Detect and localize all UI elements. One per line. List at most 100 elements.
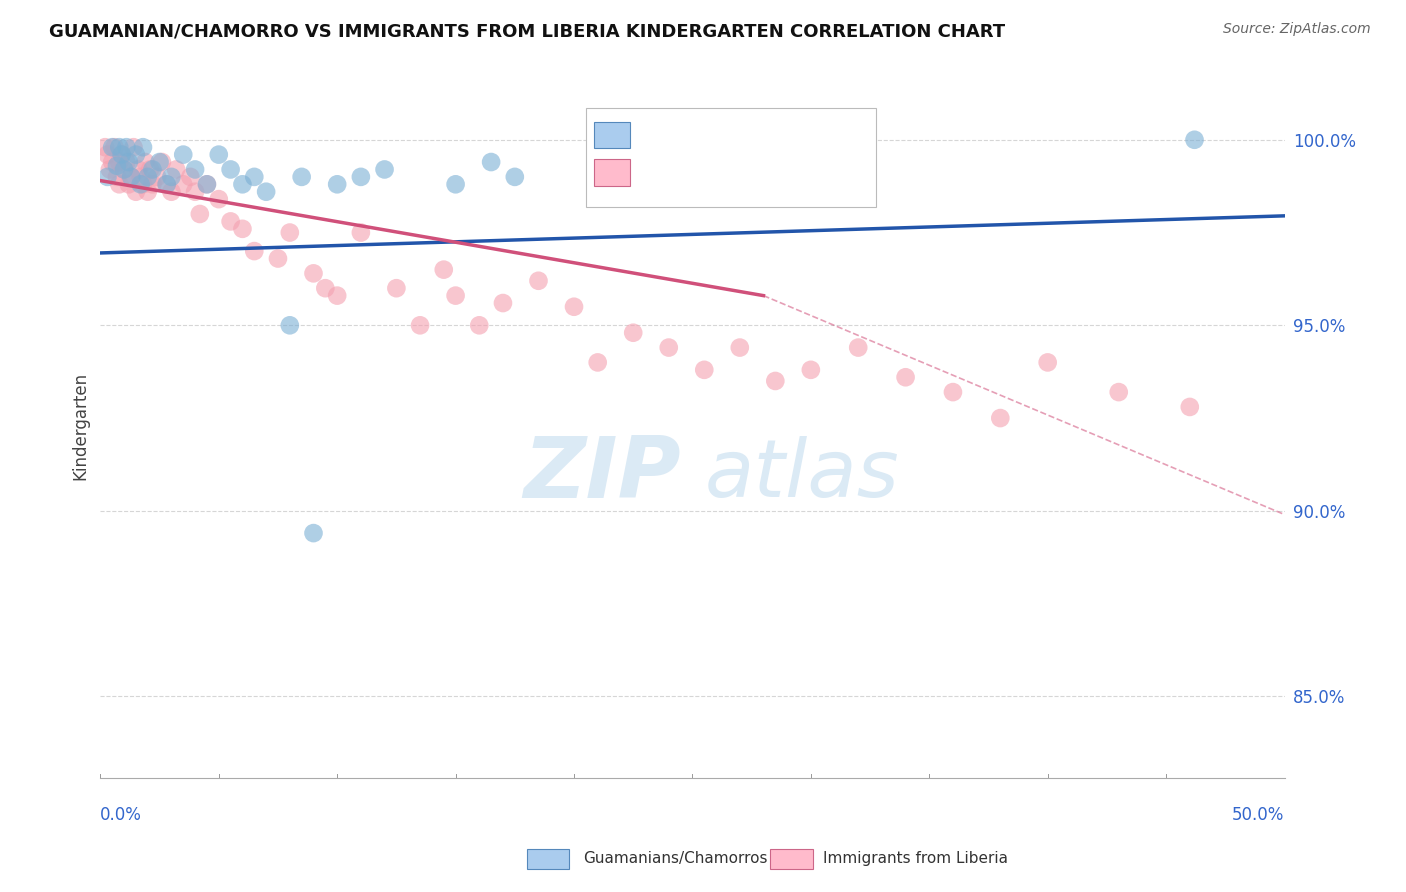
Point [444, 178, 467, 192]
Point [120, 169, 142, 184]
Point [800, 363, 823, 377]
Point [108, 140, 131, 154]
Text: 0.0%: 0.0% [100, 806, 142, 824]
Point [621, 178, 644, 192]
Point [824, 169, 846, 184]
Point [122, 140, 145, 154]
Point [96, 169, 118, 184]
Point [101, 140, 124, 154]
Point [1108, 385, 1130, 400]
Point [302, 266, 325, 280]
Point [433, 262, 456, 277]
Point [156, 178, 179, 192]
Point [1036, 355, 1059, 369]
Point [621, 326, 644, 340]
Point [125, 185, 148, 199]
Point [243, 244, 266, 258]
Point [1178, 400, 1201, 414]
Point [115, 140, 138, 154]
Point [120, 169, 142, 184]
Point [156, 178, 179, 192]
Point [195, 178, 218, 192]
Point [942, 385, 965, 400]
Point [172, 147, 194, 161]
Point [141, 178, 163, 192]
Point [148, 155, 170, 169]
Text: ZIP: ZIP [523, 434, 681, 516]
Point [132, 178, 155, 192]
Point [134, 155, 156, 169]
Point [314, 281, 336, 295]
Text: Source: ZipAtlas.com: Source: ZipAtlas.com [1223, 22, 1371, 37]
Point [94, 140, 117, 154]
Point [179, 169, 201, 184]
Point [728, 341, 751, 355]
Point [96, 147, 118, 161]
Text: atlas: atlas [704, 436, 898, 514]
Point [846, 341, 869, 355]
Point [129, 178, 152, 192]
Point [108, 178, 131, 192]
Point [278, 318, 301, 333]
Point [326, 288, 349, 302]
Point [586, 355, 609, 369]
Point [302, 526, 325, 541]
Point [108, 155, 131, 169]
Point [105, 159, 128, 173]
Text: R = -0.365   N = 64: R = -0.365 N = 64 [640, 163, 801, 181]
Point [894, 370, 917, 384]
Point [165, 162, 187, 177]
Point [278, 226, 301, 240]
Point [115, 155, 138, 169]
FancyBboxPatch shape [595, 121, 630, 148]
Point [136, 169, 159, 184]
Point [105, 169, 128, 184]
Point [527, 274, 550, 288]
Point [479, 155, 502, 169]
Point [1184, 133, 1206, 147]
FancyBboxPatch shape [586, 108, 876, 207]
Point [988, 411, 1011, 425]
Point [195, 178, 218, 192]
Point [219, 162, 242, 177]
Point [219, 214, 242, 228]
Point [150, 155, 173, 169]
Point [112, 162, 135, 177]
Point [160, 169, 183, 184]
Point [267, 252, 290, 266]
Point [118, 155, 141, 169]
Point [132, 140, 155, 154]
Point [139, 162, 162, 177]
Point [231, 222, 253, 236]
Point [118, 178, 141, 192]
Point [111, 147, 134, 161]
Point [562, 300, 585, 314]
Point [492, 296, 515, 310]
Point [291, 169, 314, 184]
Text: GUAMANIAN/CHAMORRO VS IMMIGRANTS FROM LIBERIA KINDERGARTEN CORRELATION CHART: GUAMANIAN/CHAMORRO VS IMMIGRANTS FROM LI… [49, 22, 1005, 40]
Point [468, 318, 491, 333]
Point [127, 162, 149, 177]
Point [503, 169, 526, 184]
Point [374, 162, 396, 177]
Point [208, 147, 231, 161]
FancyBboxPatch shape [595, 159, 630, 186]
Point [184, 162, 207, 177]
Y-axis label: Kindergarten: Kindergarten [72, 371, 89, 480]
Point [172, 178, 194, 192]
Point [444, 288, 467, 302]
Point [101, 155, 124, 169]
Point [208, 192, 231, 206]
Point [763, 374, 786, 388]
Text: Immigrants from Liberia: Immigrants from Liberia [823, 851, 1008, 865]
Point [112, 162, 135, 177]
Point [350, 169, 373, 184]
Point [409, 318, 432, 333]
Point [693, 363, 716, 377]
Point [184, 185, 207, 199]
Point [98, 162, 121, 177]
Point [111, 147, 134, 161]
Point [385, 281, 408, 295]
Point [243, 169, 266, 184]
Point [141, 162, 163, 177]
